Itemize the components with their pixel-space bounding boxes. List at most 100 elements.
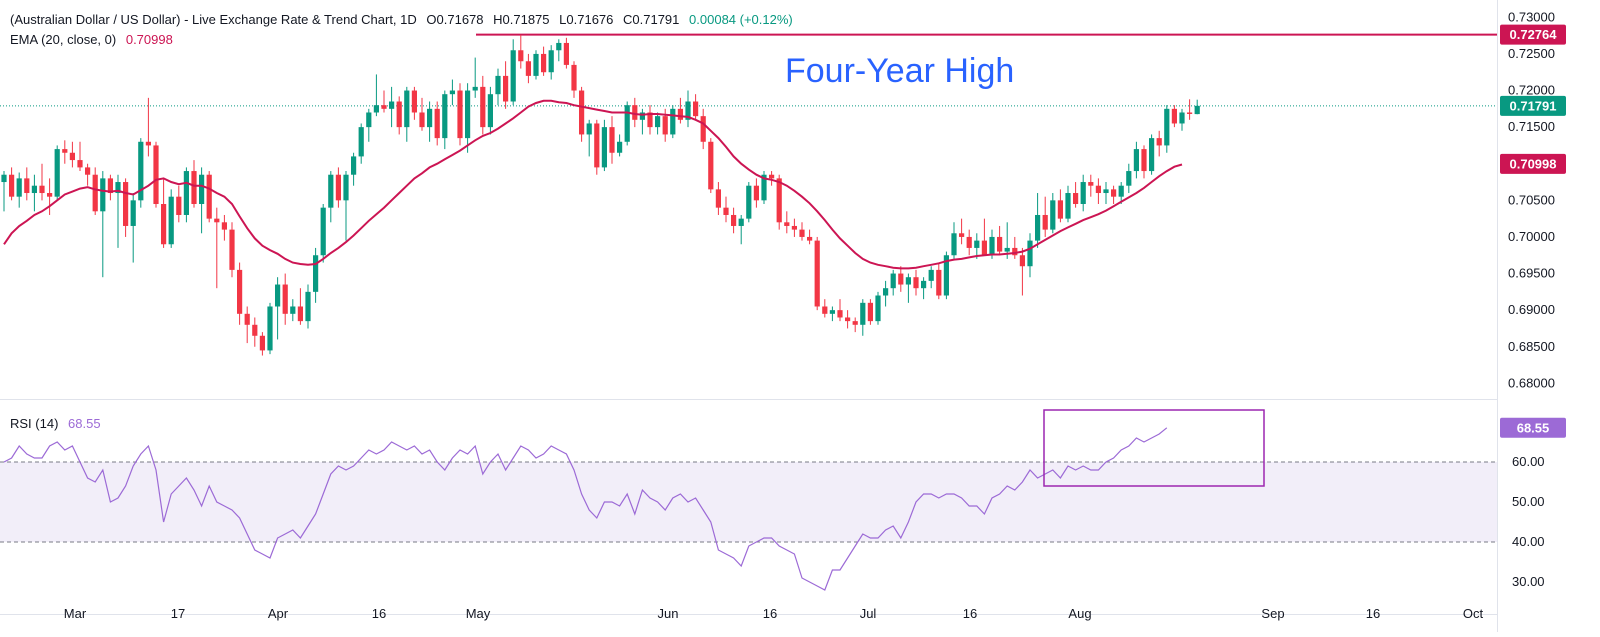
candle bbox=[1187, 99, 1193, 120]
candle bbox=[670, 105, 676, 139]
candle-body bbox=[1187, 112, 1193, 114]
candle-body bbox=[161, 204, 167, 245]
rsi-tick-label: 60.00 bbox=[1512, 454, 1545, 469]
candle bbox=[525, 53, 531, 84]
candle bbox=[601, 119, 607, 172]
candle-body bbox=[153, 145, 159, 204]
candle-body bbox=[875, 295, 881, 322]
candle bbox=[305, 284, 311, 329]
candle-body bbox=[556, 42, 562, 51]
rsi-band-layer bbox=[0, 461, 1497, 543]
rsi-highlight-box bbox=[1043, 409, 1265, 487]
candle-body bbox=[69, 152, 75, 161]
time-tick-label: 16 bbox=[1366, 606, 1380, 621]
candle-body bbox=[335, 174, 341, 201]
candle bbox=[1156, 130, 1162, 157]
candle-body bbox=[1103, 189, 1109, 194]
candle-body bbox=[571, 64, 577, 91]
candle-body bbox=[366, 112, 372, 128]
price-labels-layer: 0.72764 0.71791 0.70998 68.55 bbox=[1500, 24, 1566, 438]
candle bbox=[913, 269, 919, 296]
candle bbox=[130, 193, 136, 263]
candle bbox=[145, 97, 151, 157]
candle bbox=[738, 214, 744, 245]
candle-body bbox=[738, 218, 744, 226]
candle bbox=[1141, 145, 1147, 179]
candle-body bbox=[1095, 185, 1101, 194]
candle-body bbox=[518, 50, 524, 62]
candle bbox=[442, 90, 448, 150]
symbol-title: (Australian Dollar / US Dollar) - Live E… bbox=[10, 12, 417, 27]
candle-body bbox=[700, 116, 706, 142]
ema-price-tag: 0.70998 bbox=[1500, 153, 1566, 174]
candle bbox=[731, 207, 737, 234]
candle bbox=[845, 310, 851, 329]
rsi-tick-label: 50.00 bbox=[1512, 494, 1545, 509]
candle-body bbox=[807, 236, 813, 241]
candle bbox=[465, 83, 471, 153]
candle-body bbox=[85, 167, 91, 175]
candle bbox=[837, 299, 843, 322]
last-price-tag: 0.71791 bbox=[1500, 95, 1566, 116]
candle bbox=[784, 211, 790, 234]
candle-body bbox=[586, 123, 592, 135]
candle bbox=[161, 178, 167, 248]
candle-body bbox=[943, 255, 949, 296]
candle bbox=[921, 277, 927, 300]
candle bbox=[898, 266, 904, 292]
high-price-tag-bg bbox=[1500, 24, 1566, 45]
candle bbox=[890, 269, 896, 296]
candle bbox=[867, 299, 873, 325]
candle bbox=[343, 171, 349, 241]
candle bbox=[92, 167, 98, 215]
candle bbox=[123, 178, 129, 237]
last-price-tag-text: 0.71791 bbox=[1510, 98, 1557, 113]
candle-body bbox=[845, 317, 851, 322]
rsi-line bbox=[3, 427, 1168, 591]
candle bbox=[1065, 185, 1071, 223]
candle bbox=[1194, 99, 1200, 115]
time-tick-label: 16 bbox=[963, 606, 977, 621]
candle-body bbox=[1065, 193, 1071, 219]
candle-body bbox=[898, 273, 904, 285]
candle-body bbox=[1179, 112, 1185, 124]
candle-body bbox=[814, 240, 820, 307]
candle-body bbox=[465, 90, 471, 139]
candle bbox=[404, 86, 410, 142]
candle bbox=[168, 189, 174, 248]
candle-body bbox=[396, 101, 402, 128]
candle-body bbox=[746, 185, 752, 219]
candle bbox=[427, 101, 433, 142]
candle bbox=[328, 171, 334, 223]
candle bbox=[480, 75, 486, 135]
candle-body bbox=[1073, 193, 1079, 204]
candle-body bbox=[1156, 138, 1162, 146]
candle bbox=[153, 141, 159, 208]
candle bbox=[981, 218, 987, 256]
candle bbox=[1164, 105, 1170, 153]
candle bbox=[1118, 182, 1124, 204]
candle bbox=[1050, 193, 1056, 234]
candle bbox=[320, 204, 326, 263]
candle bbox=[85, 163, 91, 186]
candle-body bbox=[92, 174, 98, 212]
rsi-value: 68.55 bbox=[68, 416, 101, 431]
candle bbox=[814, 236, 820, 311]
candle-body bbox=[1057, 200, 1063, 219]
candle-body bbox=[168, 196, 174, 245]
candle-body bbox=[981, 240, 987, 256]
candle-body bbox=[601, 127, 607, 168]
candle bbox=[1042, 196, 1048, 237]
ema-legend: EMA (20, close, 0) 0.70998 bbox=[10, 32, 173, 47]
candle-body bbox=[434, 108, 440, 139]
candle-body bbox=[39, 185, 45, 194]
candle bbox=[997, 225, 1003, 256]
price-tick-label: 0.70500 bbox=[1508, 192, 1555, 207]
candle-body bbox=[1, 174, 7, 183]
candle-body bbox=[145, 141, 151, 146]
candle-body bbox=[115, 182, 121, 194]
candle bbox=[313, 247, 319, 303]
candle bbox=[335, 167, 341, 208]
candle bbox=[791, 218, 797, 237]
candle-body bbox=[480, 86, 486, 128]
